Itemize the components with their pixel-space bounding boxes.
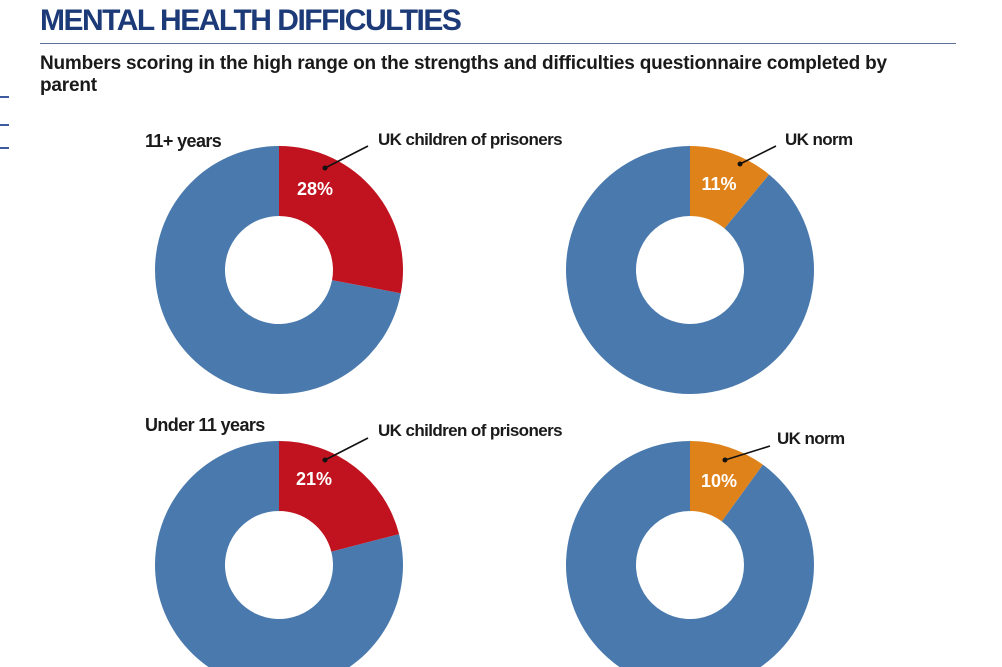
donut-highlight-slice (279, 146, 404, 294)
edge-mark (0, 124, 9, 126)
donut-chart: 21% UK children of prisoners Under 11 year… (145, 415, 563, 667)
series-label: UK norm (785, 130, 853, 149)
donut-remainder-slice (155, 146, 401, 395)
donut-remainder-slice (566, 441, 814, 667)
slice-percent-label: 11% (701, 174, 736, 194)
edge-mark (0, 96, 9, 98)
leader-line (739, 145, 777, 165)
donut-remainder-slice (566, 146, 815, 394)
donut-remainder-slice (155, 441, 403, 667)
chart-subtitle: Numbers scoring in the high range on the… (40, 53, 887, 96)
leader-dot (737, 161, 743, 167)
series-label: UK children of prisoners (378, 421, 562, 440)
slice-percent-label: 21% (296, 469, 332, 489)
age-group-label: Under 11 years (145, 415, 265, 435)
donut-highlight-slice (690, 441, 763, 522)
series-label: UK norm (777, 429, 845, 448)
chart-title: MENTAL HEALTH DIFFICULTIES (40, 4, 462, 37)
series-label: UK children of prisoners (378, 130, 562, 149)
leader-dot (322, 165, 328, 171)
donut-highlight-slice (279, 441, 400, 552)
donut-chart: 11% UK norm (566, 130, 854, 394)
leader-dot (322, 457, 328, 463)
leader-line (724, 445, 771, 461)
donut-highlight-slice (690, 146, 770, 229)
donut-chart: 28% UK children of prisoners 11+ years (145, 130, 563, 395)
age-group-label: 11+ years (145, 131, 222, 151)
leader-line (324, 437, 369, 461)
donut-chart: 10% UK norm (566, 429, 846, 667)
slice-percent-label: 28% (297, 179, 333, 199)
title-divider (40, 43, 956, 44)
edge-mark (0, 147, 9, 149)
leader-dot (722, 457, 728, 463)
slice-percent-label: 10% (701, 471, 737, 491)
leader-line (324, 145, 369, 169)
